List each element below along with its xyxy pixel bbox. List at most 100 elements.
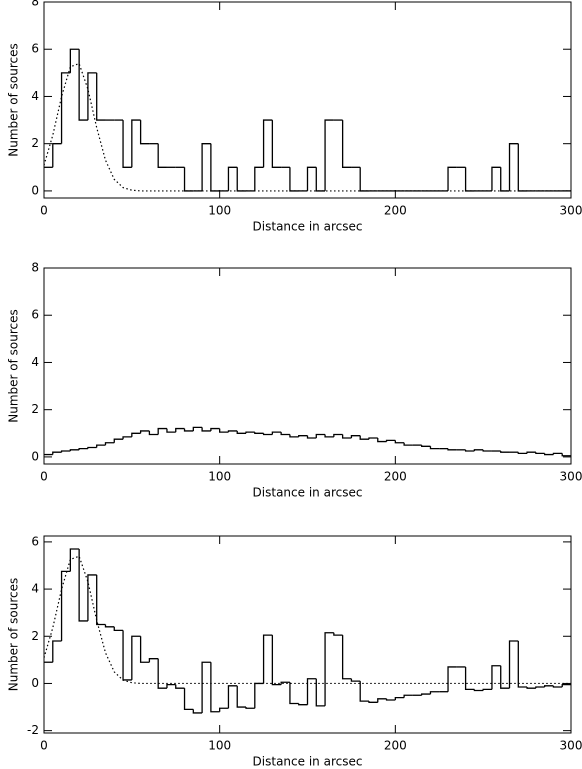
histogram-step	[544, 685, 554, 687]
histogram-step	[429, 691, 440, 695]
histogram-step	[324, 632, 334, 706]
x-tick-label: 300	[560, 470, 582, 484]
histogram-step	[157, 427, 167, 435]
histogram-step	[359, 435, 369, 440]
histogram-step	[87, 574, 97, 621]
histogram-step	[517, 640, 528, 688]
histogram-step	[306, 678, 317, 705]
histogram-step	[394, 440, 405, 444]
histogram-step	[298, 435, 308, 437]
histogram-step	[359, 681, 369, 702]
histogram-step	[87, 72, 97, 121]
histogram-step	[122, 120, 132, 168]
y-tick-label: 6	[31, 42, 39, 56]
y-tick-label: 6	[31, 534, 39, 548]
histogram-step	[78, 49, 88, 121]
histogram-step	[210, 143, 220, 192]
histogram-step	[552, 452, 563, 455]
histogram-step	[52, 143, 62, 168]
histogram-step	[350, 678, 361, 682]
histogram-step	[561, 453, 571, 457]
x-tick-label: 300	[560, 739, 582, 753]
histogram-step	[324, 119, 334, 191]
histogram-step	[482, 449, 492, 452]
histogram-step	[315, 433, 326, 439]
histogram-step	[552, 685, 563, 688]
histogram-step	[236, 430, 247, 434]
histogram-step	[473, 689, 484, 692]
histogram-step	[254, 432, 264, 434]
plot-frame	[43, 267, 572, 465]
plot-frame	[43, 535, 572, 734]
histogram-step	[491, 665, 501, 690]
histogram-step	[473, 449, 484, 452]
histogram-step	[280, 432, 290, 436]
histogram-step	[52, 451, 62, 455]
histogram-step	[482, 688, 492, 691]
histogram-step	[122, 436, 132, 440]
histogram-step	[210, 427, 220, 431]
histogram-step	[148, 658, 159, 663]
x-tick-label: 300	[560, 204, 582, 218]
histogram-step	[271, 120, 282, 168]
histogram-step	[96, 574, 106, 626]
y-tick-label: 2	[31, 402, 39, 416]
y-tick-label: 4	[31, 89, 39, 103]
y-axis-label: Number of sources	[7, 43, 21, 157]
histogram-step	[333, 433, 343, 437]
histogram-step	[289, 167, 299, 192]
histogram-step	[69, 48, 80, 73]
histogram-step	[245, 707, 255, 709]
histogram-step	[535, 686, 545, 689]
histogram-step	[122, 630, 132, 681]
x-tick-label: 0	[40, 204, 48, 218]
histogram-step	[429, 446, 440, 450]
histogram-step	[421, 445, 431, 447]
histogram-step	[245, 431, 255, 434]
x-tick-label: 0	[40, 739, 48, 753]
histogram-step	[500, 451, 510, 453]
y-tick-label: 4	[31, 582, 39, 596]
histogram-step	[377, 698, 387, 703]
histogram-step	[385, 439, 396, 442]
histogram-step	[262, 634, 273, 684]
y-tick-label: 8	[31, 0, 39, 9]
histogram-step	[341, 635, 352, 680]
histogram-step	[183, 167, 194, 192]
histogram-step	[508, 143, 519, 191]
x-axis-label: Distance in arcsec	[253, 486, 363, 500]
histogram-step	[544, 453, 554, 456]
histogram-step	[148, 430, 159, 436]
histogram-step	[113, 626, 124, 632]
histogram-step	[227, 430, 238, 433]
histogram-step	[517, 143, 528, 192]
histogram-step	[219, 428, 229, 433]
histogram-step	[113, 438, 124, 443]
histogram-step	[341, 434, 352, 439]
histogram-step	[210, 662, 220, 713]
x-tick-label: 200	[384, 204, 407, 218]
histogram-step	[69, 449, 80, 452]
histogram-step	[306, 166, 317, 191]
panel: 0 2 4 6 8 0 100 200 300 Distance in arcsec Number …	[7, 0, 582, 234]
x-tick-label: 100	[208, 470, 231, 484]
y-tick-label: 0	[31, 183, 39, 197]
histogram-step	[183, 688, 194, 711]
histogram-step	[561, 683, 571, 687]
histogram-step	[517, 452, 528, 455]
histogram-step	[175, 427, 185, 433]
histogram-step	[526, 686, 536, 689]
histogram-step	[139, 120, 150, 145]
histogram-step	[227, 166, 238, 191]
x-axis-label: Distance in arcsec	[253, 220, 363, 234]
histogram-step	[491, 166, 501, 191]
panel: 0 2 4 6 8 0 100 200 300 Distance in arcsec Number …	[7, 261, 582, 500]
histogram-step	[289, 682, 299, 705]
histogram-step	[139, 430, 150, 434]
histogram-step	[271, 635, 282, 686]
histogram-step	[236, 167, 247, 192]
histogram-step	[227, 685, 238, 709]
histogram-step	[262, 433, 273, 436]
histogram-step	[447, 448, 457, 451]
histogram-step	[254, 682, 264, 709]
